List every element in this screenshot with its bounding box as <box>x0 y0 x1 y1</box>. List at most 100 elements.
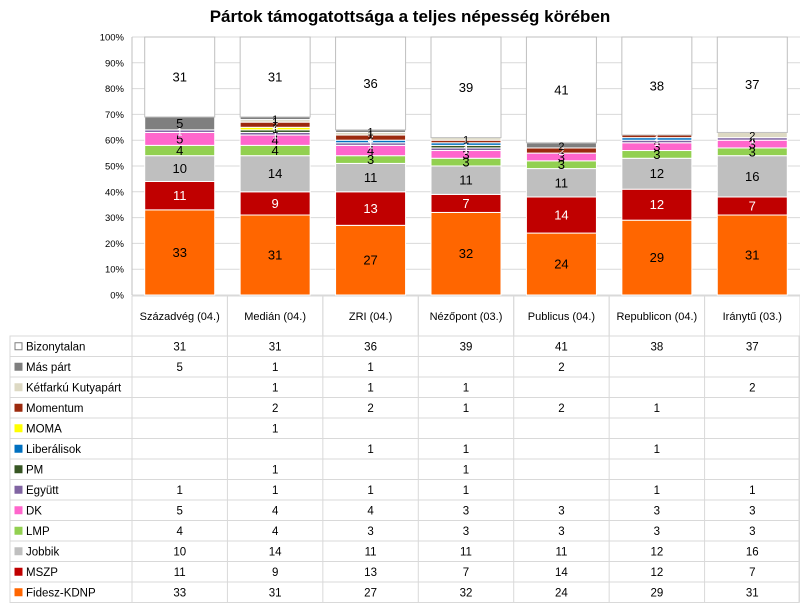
table-value: 31 <box>269 341 282 353</box>
data-label: 2 <box>558 146 564 158</box>
legend-label: Együtt <box>26 485 59 497</box>
table-value: 41 <box>555 341 568 353</box>
data-label: 2 <box>749 131 755 143</box>
legend-label: Bizonytalan <box>26 341 85 353</box>
legend-label: MOMA <box>26 423 62 435</box>
data-label: 7 <box>462 196 469 211</box>
data-label: 3 <box>558 149 565 164</box>
table-value: 1 <box>272 382 278 394</box>
data-label: 1 <box>463 134 469 146</box>
legend-label: Momentum <box>26 403 84 415</box>
table-value: 1 <box>177 485 183 497</box>
category-label: Medián (04.) <box>244 311 306 323</box>
data-label: 12 <box>650 166 664 181</box>
table-row <box>9 335 800 357</box>
data-label: 1 <box>368 137 374 149</box>
table-value: 1 <box>367 382 373 394</box>
bar-segment-fidesz-kdnp <box>716 214 788 296</box>
table-row <box>9 499 800 521</box>
table-value: 1 <box>367 362 373 374</box>
bar-segment-mszp <box>525 196 597 234</box>
table-row <box>9 479 800 501</box>
y-tick-label: 40% <box>105 187 125 198</box>
data-label: 1 <box>654 137 660 149</box>
table-row <box>9 397 800 419</box>
data-label: 3 <box>462 147 469 162</box>
data-label: 11 <box>555 175 569 190</box>
table-value: 1 <box>367 444 373 456</box>
table-row <box>9 561 800 583</box>
table-value: 14 <box>269 546 282 558</box>
category-label: Republicon (04.) <box>616 311 697 323</box>
table-value: 1 <box>272 423 278 435</box>
data-label: 27 <box>363 253 377 268</box>
category-label: Iránytű (03.) <box>723 311 782 323</box>
bar-segment-bizonytalan <box>621 36 693 136</box>
table-value: 5 <box>177 362 183 374</box>
bar-segment-jobbik <box>430 165 502 195</box>
data-label: 14 <box>268 166 282 181</box>
data-label: 1 <box>463 145 469 157</box>
table-value: 5 <box>177 505 183 517</box>
data-label: 12 <box>650 197 664 212</box>
table-value: 33 <box>173 587 186 599</box>
table-value: 3 <box>558 505 564 517</box>
y-tick-label: 30% <box>105 213 125 224</box>
y-tick-label: 60% <box>105 136 125 147</box>
data-label: 4 <box>272 133 279 148</box>
bar-segment-jobbik <box>716 155 788 198</box>
data-label: 1 <box>272 114 278 126</box>
table-value: 11 <box>365 546 377 558</box>
data-label: 9 <box>272 196 279 211</box>
data-label: 13 <box>363 201 377 216</box>
bar-segment-mszp <box>335 191 407 226</box>
table-value: 36 <box>364 341 377 353</box>
data-label: 1 <box>654 132 660 144</box>
table-value: 31 <box>269 587 282 599</box>
data-label: 1 <box>463 142 469 154</box>
table-value: 1 <box>463 485 469 497</box>
table-row <box>9 520 800 542</box>
table-value: 3 <box>749 505 755 517</box>
table-value: 2 <box>272 403 278 415</box>
data-label: 31 <box>745 248 759 263</box>
table-value: 2 <box>367 403 373 415</box>
table-value: 31 <box>173 341 186 353</box>
legend-label: Fidesz-KDNP <box>26 587 96 599</box>
table-value: 1 <box>654 485 660 497</box>
table-value: 4 <box>272 505 279 517</box>
table-row <box>9 417 800 439</box>
data-label: 29 <box>650 250 664 265</box>
table-value: 2 <box>558 362 564 374</box>
data-label: 39 <box>459 80 473 95</box>
data-label: 1 <box>177 127 183 139</box>
table-value: 4 <box>177 526 184 538</box>
table-value: 11 <box>555 546 567 558</box>
legend-swatch-moma <box>14 424 23 433</box>
data-label: 11 <box>173 188 187 203</box>
table-value: 9 <box>272 567 278 579</box>
data-label: 11 <box>364 170 378 185</box>
table-value: 12 <box>650 567 663 579</box>
bar-segment-jobbik <box>525 168 597 198</box>
data-label: 41 <box>554 82 568 97</box>
table-value: 39 <box>460 341 473 353</box>
table-value: 1 <box>272 464 278 476</box>
table-value: 3 <box>558 526 564 538</box>
data-table: Századvég (04.) Medián (04.) ZRI (04.) Néző… <box>9 295 800 603</box>
bar-segment-bizonytalan <box>239 36 311 118</box>
legend-label: LMP <box>26 526 50 538</box>
legend-label: Más párt <box>26 362 72 374</box>
data-label: 1 <box>272 124 278 136</box>
data-label: 2 <box>272 120 278 132</box>
table-value: 3 <box>463 505 469 517</box>
bar-segment-bizonytalan <box>335 36 407 131</box>
data-label: 2 <box>558 141 564 153</box>
data-label: 1 <box>368 140 374 152</box>
data-label: 3 <box>749 137 756 152</box>
data-label: 4 <box>272 143 279 158</box>
data-label: 1 <box>463 140 469 152</box>
data-label: 32 <box>459 246 473 261</box>
table-value: 11 <box>174 567 186 579</box>
